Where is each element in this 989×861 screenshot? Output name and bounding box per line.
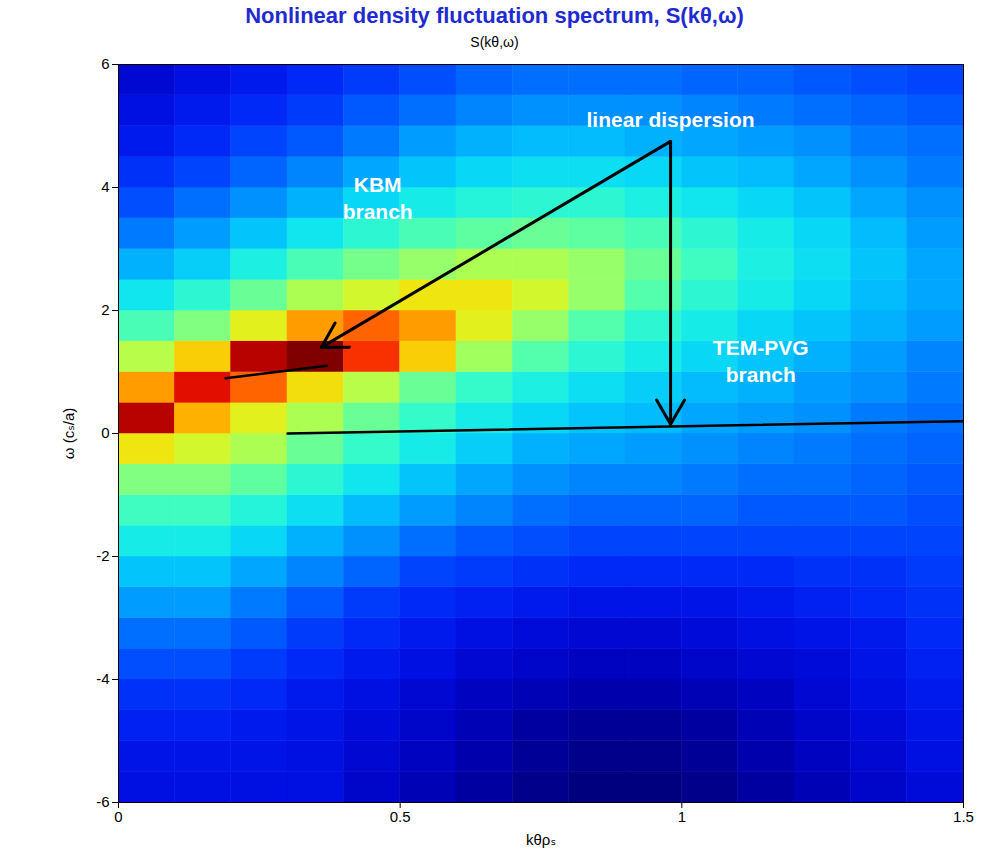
svg-text:-6: -6 [96,793,109,810]
svg-text:4: 4 [101,178,109,195]
svg-text:1.5: 1.5 [953,808,974,825]
svg-text:-2: -2 [96,547,109,564]
svg-text:TEM-PVGbranch: TEM-PVGbranch [713,336,809,386]
svg-text:ω (cₛ/a): ω (cₛ/a) [60,408,77,459]
svg-text:0.5: 0.5 [390,808,411,825]
svg-text:linear dispersion: linear dispersion [587,108,755,131]
svg-text:-4: -4 [96,670,109,687]
svg-text:0: 0 [101,424,109,441]
svg-text:6: 6 [101,55,109,72]
svg-text:2: 2 [101,301,109,318]
html-text:Nonlinear density fluctuation: Nonlinear density fluctuation spectrum, … [245,3,744,28]
svg-text:KBMbranch: KBMbranch [343,173,413,223]
svg-text:kθρₛ: kθρₛ [526,831,556,848]
svg-text:0: 0 [114,808,122,825]
html-text:S(kθ,ω): S(kθ,ω) [470,34,519,50]
svg-text:1: 1 [678,808,686,825]
